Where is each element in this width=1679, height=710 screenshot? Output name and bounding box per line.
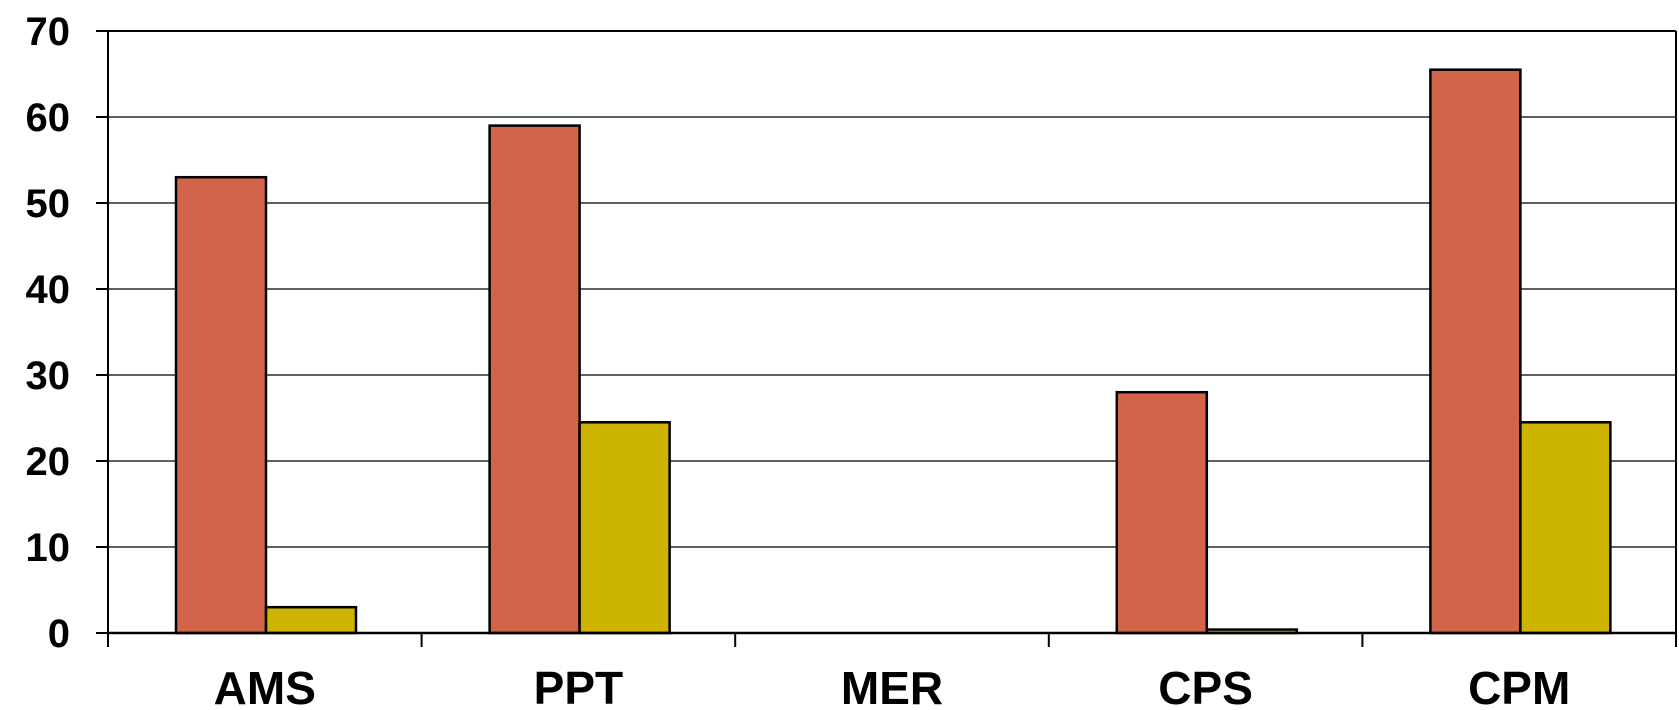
y-axis-ticks: 0 10 20 30 40 50 60 70	[26, 10, 108, 656]
x-tick-label-cps: CPS	[1158, 662, 1253, 710]
bar-cps-series-1	[1115, 390, 1209, 635]
y-tick-label-50: 50	[26, 182, 71, 226]
bars	[174, 68, 1612, 635]
bar-ppt-series-1	[488, 124, 581, 635]
bar-ams-series-2	[264, 605, 358, 635]
bar-cpm-series-1	[1429, 68, 1522, 635]
y-tick-label-0: 0	[48, 612, 70, 656]
y-tick-label-10: 10	[26, 526, 71, 570]
y-tick-label-40: 40	[26, 268, 71, 312]
x-tick-label-ppt: PPT	[534, 662, 623, 710]
bar-ams-series-1	[174, 175, 268, 635]
y-tick-label-30: 30	[26, 354, 71, 398]
y-tick-label-20: 20	[26, 440, 71, 484]
x-tick-label-mer: MER	[841, 662, 943, 710]
x-axis-ticks: AMS PPT MER CPS CPM	[107, 633, 1677, 710]
x-tick-label-cpm: CPM	[1468, 662, 1570, 710]
axes	[107, 30, 1677, 635]
bar-ppt-series-2	[578, 421, 671, 635]
bar-cpm-series-2	[1519, 421, 1612, 635]
x-tick-label-ams: AMS	[214, 662, 316, 710]
y-tick-label-60: 60	[26, 96, 71, 140]
y-tick-label-70: 70	[26, 10, 71, 54]
